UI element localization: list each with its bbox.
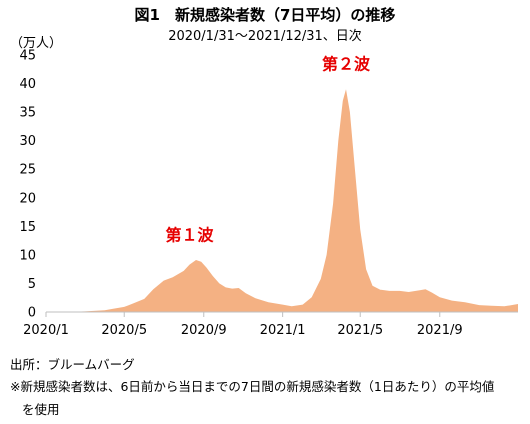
y-tick-label: 0 xyxy=(28,306,36,321)
covid-cases-chart: 0 5 10 15 20 25 30 35 40 45 2020/1 2020/5 2020/9 2021… xyxy=(19,49,519,338)
y-tick-label: 10 xyxy=(19,248,36,263)
y-tick-label: 45 xyxy=(19,49,36,64)
y-tick-label: 35 xyxy=(19,106,36,121)
chart-title: 図1 新規感染者数（7日平均）の推移 xyxy=(134,6,396,24)
y-axis-unit: （万人） xyxy=(10,36,63,51)
y-tick-label: 40 xyxy=(19,77,36,92)
y-tick-label: 20 xyxy=(19,191,36,206)
wave-annotation: 第１波 xyxy=(166,226,215,245)
remark-note: ※新規感染者数は、6日前から当日までの7日間の新規感染者数（1日あたり）の平均値 xyxy=(10,379,495,394)
x-tick-label: 2021/9 xyxy=(417,323,463,338)
x-tick-label: 2020/5 xyxy=(101,323,147,338)
x-tick-label: 2021/5 xyxy=(337,323,383,338)
y-tick-label: 30 xyxy=(19,134,36,149)
cases-area-series xyxy=(65,89,519,312)
chart-subtitle: 2020/1/31〜2021/12/31、日次 xyxy=(168,29,362,44)
y-tick-label: 15 xyxy=(19,220,36,235)
source-note: 出所：ブルームバーグ xyxy=(10,357,135,372)
x-tick-label: 2020/1 xyxy=(23,323,69,338)
x-tick-label: 2020/9 xyxy=(181,323,227,338)
x-tick-label: 2021/1 xyxy=(260,323,306,338)
remark-note-continued: を使用 xyxy=(22,402,60,417)
wave-annotation: 第２波 xyxy=(322,54,371,73)
y-tick-label: 5 xyxy=(28,277,36,292)
y-tick-label: 25 xyxy=(19,163,36,178)
